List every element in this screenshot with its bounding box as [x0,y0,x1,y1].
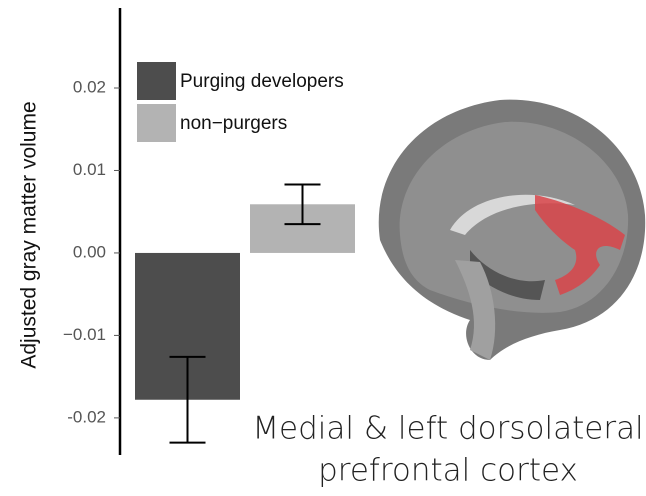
y-tick-label: 0.00 [73,242,106,261]
legend-label: Purging developers [180,71,344,92]
y-tick-label: -0.02 [67,407,106,426]
legend-swatch [137,104,176,142]
y-tick-label: 0.01 [73,160,106,179]
caption: prefrontal cortex [318,453,578,489]
y-tick-label: 0.02 [73,77,106,96]
y-tick-label: −0.01 [63,325,106,344]
caption: Medial & left dorsolateral [252,411,643,447]
chart: Adjusted gray matter volume Medial & lef… [0,0,646,496]
legend-swatch [137,62,176,100]
legend-label: non−purgers [180,113,287,134]
page: {"chart_data": {"type": "bar", "y_label"… [0,0,646,496]
brain-image [379,100,645,360]
y-axis-label: Adjusted gray matter volume [18,101,41,368]
